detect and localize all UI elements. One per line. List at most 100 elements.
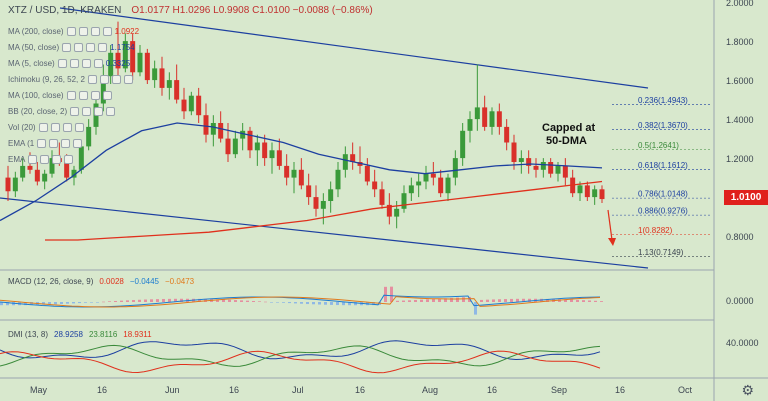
indicator-legend-row[interactable]: MA (50, close) 1.1754 [8,43,135,52]
indicator-legend-row[interactable]: EMA (1 [8,139,85,148]
indicator-control-icon[interactable] [38,123,48,132]
symbol-title[interactable]: XTZ / USD, 1D, KRAKEN [8,5,122,16]
indicator-control-icon[interactable] [90,27,100,36]
macd-histogram-bar [306,302,309,305]
indicator-control-icon[interactable] [81,59,91,68]
macd-label[interactable]: MACD (12, 26, close, 9) [8,277,94,286]
candle-body [474,107,480,120]
indicator-legend-row[interactable]: MA (200, close) 1.0922 [8,27,139,36]
candle-body [394,208,400,217]
indicator-control-icon[interactable] [78,91,88,100]
indicator-control-icon[interactable] [86,43,96,52]
candle-body [144,52,150,81]
candle-body [533,165,539,170]
candle-body [504,126,510,143]
indicator-control-icon[interactable] [69,59,79,68]
candle-body [328,189,334,201]
candle-body [218,123,224,139]
macd-histogram-bar [258,301,261,302]
settings-gear-icon[interactable]: ⚙ [741,382,754,398]
indicator-legend-row[interactable]: MA (100, close) [8,91,115,100]
time-axis[interactable]: May 16 Jun 16 Jul 16 Aug 16 Sep 16 Oct [30,385,693,395]
indicator-control-icon[interactable] [62,43,72,52]
candle-body [152,68,158,81]
indicator-control-icon[interactable] [61,139,71,148]
indicator-control-icon[interactable] [87,75,97,84]
time-axis-label: Sep [551,385,567,395]
dmi-label[interactable]: DMI (13, 8) [8,330,49,339]
indicator-control-icon[interactable] [40,155,50,164]
indicator-control-icon[interactable] [94,107,104,116]
indicator-legend-row[interactable]: MA (5, close) 0.3325 [8,59,130,68]
indicator-control-icon[interactable] [64,155,74,164]
indicator-label: MA (200, close) [8,27,64,36]
candle-body [401,193,407,209]
candle-body [592,189,598,198]
macd-histogram-bar [390,286,393,302]
indicator-control-icon[interactable] [78,27,88,36]
indicator-control-icon[interactable] [90,91,100,100]
indicator-legend-row[interactable]: Ichimoku (9, 26, 52, 2 [8,75,136,84]
indicator-control-icon[interactable] [70,107,80,116]
indicator-legend-row[interactable]: EMA [8,155,76,164]
indicator-control-icon[interactable] [73,139,83,148]
dmi-plus-line [0,344,601,367]
fib-level-label: 0.618(1.1612) [638,161,688,170]
indicator-control-icon[interactable] [66,91,76,100]
candle-body [5,177,11,192]
indicator-legend-row[interactable]: Vol (20) [8,123,87,132]
macd-histogram-bar [216,299,219,302]
time-axis-label: 16 [615,385,625,395]
macd-value: 0.0028 [99,277,124,286]
lower-channel-trendline[interactable] [0,197,649,269]
macd-histogram-bar [342,302,345,306]
indicator-control-icon[interactable] [28,155,38,164]
indicator-control-icon[interactable] [49,139,59,148]
macd-histogram-bar [0,302,3,306]
indicator-control-icon[interactable] [98,43,108,52]
indicator-control-icon[interactable] [52,155,62,164]
macd-histogram-bar [600,301,603,302]
macd-histogram-bar [384,286,387,302]
indicator-control-icon[interactable] [37,139,47,148]
macd-histogram-bar [270,302,273,303]
indicator-control-icon[interactable] [123,75,133,84]
candle-body [130,41,136,73]
indicator-control-icon[interactable] [106,107,116,116]
moving-average-lines [0,122,603,241]
ma-200-line[interactable] [45,180,603,241]
candle-body [42,173,48,182]
time-axis-label: Aug [422,385,438,395]
candle-body [100,76,106,104]
indicator-control-icon[interactable] [111,75,121,84]
ma-50-line[interactable] [0,122,603,222]
indicator-control-icon[interactable] [82,107,92,116]
indicator-control-icon[interactable] [74,43,84,52]
indicator-control-icon[interactable] [102,91,112,100]
indicator-control-icon[interactable] [93,59,103,68]
macd-histogram-bar [138,299,141,302]
macd-pane[interactable] [0,286,603,315]
fib-level-label: 0.236(1.4943) [638,96,688,105]
upper-channel-trendline[interactable] [59,7,649,89]
candle-body [108,52,114,77]
indicator-control-icon[interactable] [57,59,67,68]
macd-histogram-bar [252,300,255,302]
indicator-label: EMA (1 [8,139,35,148]
macd-histogram-bar [234,300,237,302]
indicator-control-icon[interactable] [62,123,72,132]
dmi-pane[interactable] [0,340,601,374]
candle-body [511,142,517,162]
macd-histogram-bar [594,300,597,302]
indicator-control-icon[interactable] [99,75,109,84]
indicator-control-icon[interactable] [50,123,60,132]
macd-histogram-bar [396,300,399,302]
macd-histogram-bar [354,302,357,306]
indicator-control-icon[interactable] [102,27,112,36]
indicator-legend-row[interactable]: BB (20, close, 2) [8,107,118,116]
indicator-control-icon[interactable] [74,123,84,132]
macd-histogram-bar [168,298,171,302]
macd-histogram-bar [516,298,519,302]
indicator-control-icon[interactable] [66,27,76,36]
